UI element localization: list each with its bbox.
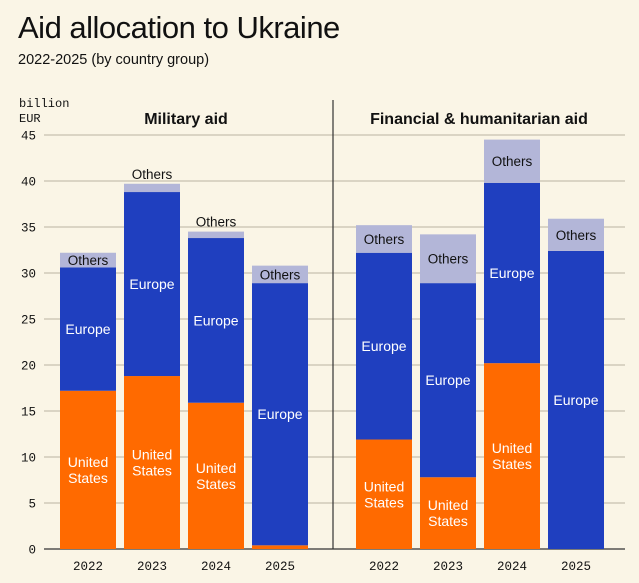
y-tick-label: 10 bbox=[21, 452, 36, 466]
y-tick-label: 40 bbox=[21, 176, 36, 190]
segment-label: United States bbox=[428, 497, 468, 529]
y-tick-label: 5 bbox=[28, 498, 36, 512]
segment-label: Others bbox=[364, 232, 405, 247]
bar-segment bbox=[252, 545, 308, 549]
segment-label: United States bbox=[492, 440, 532, 472]
bar-segment bbox=[420, 477, 476, 549]
bar-segment bbox=[188, 402, 244, 549]
segment-label: Others bbox=[556, 228, 597, 243]
bar-segment bbox=[548, 218, 604, 251]
bar-segment bbox=[484, 139, 540, 183]
bar-segment bbox=[484, 363, 540, 549]
bar-segment bbox=[356, 225, 412, 253]
segment-label: Europe bbox=[65, 321, 110, 337]
y-axis-label: billion EUR bbox=[19, 97, 69, 126]
bar-segment bbox=[124, 376, 180, 549]
segment-label: Others bbox=[132, 167, 173, 182]
segment-label: Others bbox=[196, 215, 237, 230]
x-tick-label: 2024 bbox=[201, 560, 231, 574]
x-tick-label: 2024 bbox=[497, 560, 527, 574]
segment-label: Europe bbox=[553, 392, 598, 408]
bar-segment bbox=[124, 183, 180, 193]
segment-label: Europe bbox=[129, 276, 174, 292]
segment-label: United States bbox=[196, 460, 236, 492]
bar-segment bbox=[420, 283, 476, 478]
y-tick-label: 20 bbox=[21, 360, 36, 374]
segment-label: United States bbox=[132, 447, 172, 479]
y-tick-label: 25 bbox=[21, 314, 36, 328]
bar-segment bbox=[60, 390, 116, 549]
segment-label: Europe bbox=[361, 338, 406, 354]
bar-segment bbox=[60, 267, 116, 391]
bar-segment bbox=[252, 265, 308, 284]
chart-title: Aid allocation to Ukraine bbox=[18, 10, 340, 45]
segment-label: Europe bbox=[193, 312, 238, 328]
bar-segment bbox=[252, 283, 308, 546]
y-tick-label: 0 bbox=[28, 544, 36, 558]
bar-segment bbox=[420, 234, 476, 284]
chart-subtitle: 2022-2025 (by country group) bbox=[18, 52, 210, 68]
segment-label: United States bbox=[364, 478, 404, 510]
segment-label: United States bbox=[68, 454, 108, 486]
y-tick-label: 30 bbox=[21, 268, 36, 282]
bar-segment bbox=[124, 192, 180, 377]
bar-segment bbox=[484, 182, 540, 364]
bar-segment bbox=[356, 439, 412, 549]
panel-title: Financial & humanitarian aid bbox=[370, 111, 588, 128]
y-tick-label: 15 bbox=[21, 406, 36, 420]
bar-segment bbox=[60, 252, 116, 268]
panel-title: Military aid bbox=[144, 111, 228, 128]
y-tick-label: 45 bbox=[21, 130, 36, 144]
bar-segment bbox=[188, 231, 244, 239]
x-tick-label: 2025 bbox=[561, 560, 591, 574]
segment-label: Others bbox=[428, 252, 469, 267]
x-tick-label: 2025 bbox=[265, 560, 295, 574]
x-tick-label: 2023 bbox=[433, 560, 463, 574]
bar-segment bbox=[548, 250, 604, 550]
bar-segment bbox=[188, 238, 244, 403]
segment-label: Europe bbox=[257, 406, 302, 422]
segment-label: Europe bbox=[489, 265, 534, 281]
segment-label: Others bbox=[260, 267, 301, 282]
bar-segment bbox=[356, 252, 412, 440]
segment-label: Others bbox=[492, 154, 533, 169]
x-tick-label: 2023 bbox=[137, 560, 167, 574]
x-tick-label: 2022 bbox=[73, 560, 103, 574]
y-tick-label: 35 bbox=[21, 222, 36, 236]
segment-label: Others bbox=[68, 253, 109, 268]
segment-label: Europe bbox=[425, 372, 470, 388]
x-tick-label: 2022 bbox=[369, 560, 399, 574]
